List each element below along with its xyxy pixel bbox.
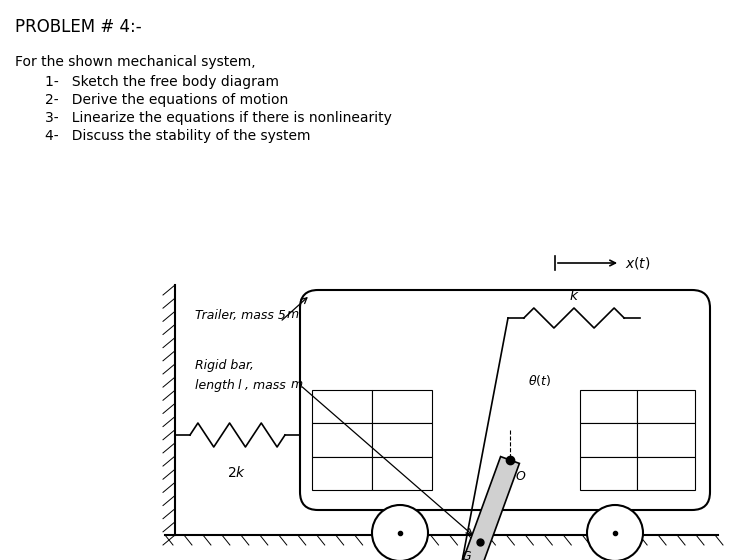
Text: $G$: $G$ bbox=[461, 550, 472, 560]
Polygon shape bbox=[441, 456, 520, 560]
Bar bbox=[312, 390, 372, 423]
Text: $O$: $O$ bbox=[515, 470, 526, 483]
Text: 3-   Linearize the equations if there is nonlinearity: 3- Linearize the equations if there is n… bbox=[45, 111, 392, 125]
Text: $x(t)$: $x(t)$ bbox=[625, 255, 650, 271]
Text: PROBLEM # 4:-: PROBLEM # 4:- bbox=[15, 18, 142, 36]
Text: $m$: $m$ bbox=[290, 379, 304, 391]
Text: $k$: $k$ bbox=[569, 288, 579, 303]
Text: For the shown mechanical system,: For the shown mechanical system, bbox=[15, 55, 256, 69]
Bar bbox=[312, 423, 372, 456]
Text: $l$: $l$ bbox=[237, 378, 243, 392]
Text: Rigid bar,: Rigid bar, bbox=[195, 358, 254, 371]
Text: 2-   Derive the equations of motion: 2- Derive the equations of motion bbox=[45, 93, 288, 107]
Circle shape bbox=[587, 505, 643, 560]
Text: 1-   Sketch the free body diagram: 1- Sketch the free body diagram bbox=[45, 75, 279, 89]
Text: $m$: $m$ bbox=[286, 309, 299, 321]
Bar bbox=[580, 390, 637, 423]
Text: , mass: , mass bbox=[245, 379, 290, 391]
Circle shape bbox=[372, 505, 428, 560]
Text: $2k$: $2k$ bbox=[227, 465, 247, 480]
Bar bbox=[637, 423, 695, 456]
Text: 4-   Discuss the stability of the system: 4- Discuss the stability of the system bbox=[45, 129, 310, 143]
Bar bbox=[580, 456, 637, 490]
Bar bbox=[580, 423, 637, 456]
FancyBboxPatch shape bbox=[300, 290, 710, 510]
Text: $\theta(t)$: $\theta(t)$ bbox=[528, 372, 551, 388]
Bar bbox=[372, 390, 432, 423]
Bar bbox=[312, 456, 372, 490]
Text: Trailer, mass 5: Trailer, mass 5 bbox=[195, 309, 286, 321]
Text: length: length bbox=[195, 379, 239, 391]
Bar bbox=[372, 423, 432, 456]
Bar bbox=[372, 456, 432, 490]
Bar bbox=[637, 456, 695, 490]
Bar bbox=[637, 390, 695, 423]
